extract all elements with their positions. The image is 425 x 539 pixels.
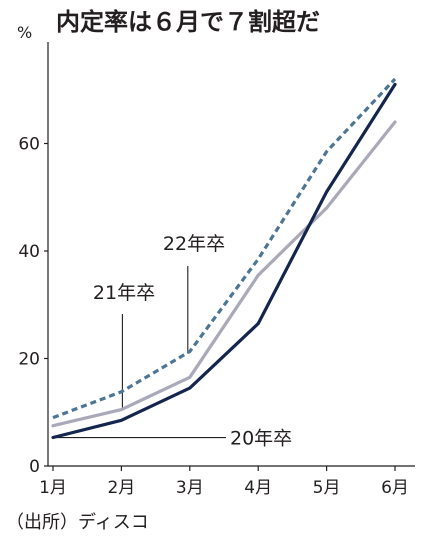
series-line-22年卒 <box>52 77 397 420</box>
y-axis-unit: % <box>17 23 32 42</box>
x-tick-label: 5月 <box>313 478 341 498</box>
x-tick-label: 4月 <box>244 478 272 498</box>
series-label: 22年卒 <box>163 233 225 255</box>
series-line-20年卒 <box>51 82 397 440</box>
y-tick-label: 0 <box>29 457 40 477</box>
y-tick-label: 20 <box>18 350 40 370</box>
x-tick-label: 3月 <box>176 478 204 498</box>
chart-title: 内定率は６月で７割超だ <box>56 8 320 36</box>
source-note: （出所）ディスコ <box>6 512 149 533</box>
x-tick-label: 2月 <box>107 478 135 498</box>
x-ticks: 1月 2月 3月 4月 5月 6月 <box>39 466 409 498</box>
series-label: 20年卒 <box>230 428 292 450</box>
series-labels: 22年卒 21年卒 20年卒 <box>93 233 292 450</box>
series-lines <box>51 77 397 440</box>
series-label: 21年卒 <box>93 282 155 304</box>
y-tick-label: 60 <box>18 135 40 155</box>
y-ticks: 0 20 40 60 <box>18 135 48 477</box>
series-line-21年卒 <box>51 120 397 428</box>
axes <box>47 42 415 467</box>
y-tick-label: 40 <box>18 242 40 262</box>
x-tick-label: 1月 <box>39 478 67 498</box>
x-tick-label: 6月 <box>381 478 409 498</box>
